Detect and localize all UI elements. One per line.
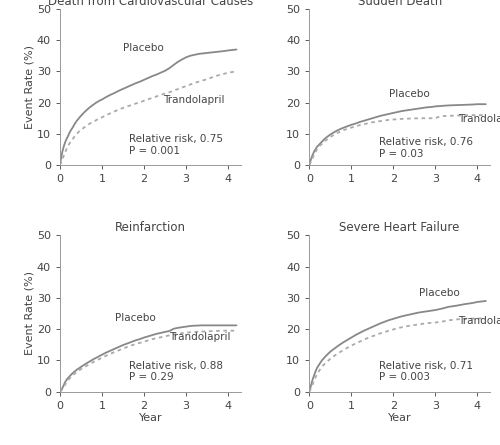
Text: Relative risk, 0.75
P = 0.001: Relative risk, 0.75 P = 0.001 (130, 134, 224, 156)
X-axis label: Year: Year (138, 413, 162, 423)
Title: Sudden Death: Sudden Death (358, 0, 442, 8)
Title: Severe Heart Failure: Severe Heart Failure (340, 221, 460, 234)
Text: Relative risk, 0.76
P = 0.03: Relative risk, 0.76 P = 0.03 (378, 137, 472, 159)
Title: Reinfarction: Reinfarction (115, 221, 186, 234)
Text: Trandolapril: Trandolapril (458, 316, 500, 326)
Text: Trandolapril: Trandolapril (163, 95, 224, 105)
Text: Trandolapril: Trandolapril (169, 332, 230, 342)
Text: Trandolapril: Trandolapril (458, 114, 500, 125)
Y-axis label: Event Rate (%): Event Rate (%) (24, 45, 34, 129)
Text: Relative risk, 0.71
P = 0.003: Relative risk, 0.71 P = 0.003 (378, 360, 472, 382)
Y-axis label: Event Rate (%): Event Rate (%) (24, 271, 34, 356)
Text: Placebo: Placebo (389, 89, 430, 100)
X-axis label: Year: Year (388, 413, 411, 423)
Title: Death from Cardiovascular Causes: Death from Cardiovascular Causes (48, 0, 253, 8)
Text: Placebo: Placebo (123, 43, 164, 53)
Text: Placebo: Placebo (114, 313, 156, 323)
Text: Relative risk, 0.88
P = 0.29: Relative risk, 0.88 P = 0.29 (130, 360, 224, 382)
Text: Placebo: Placebo (418, 288, 460, 298)
